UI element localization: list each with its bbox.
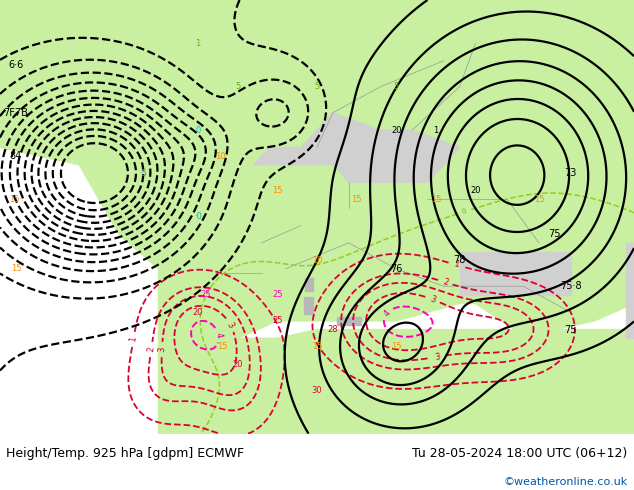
Text: 3: 3 bbox=[434, 352, 441, 362]
Text: 1: 1 bbox=[129, 336, 138, 343]
Text: 28: 28 bbox=[328, 325, 338, 334]
Text: 73: 73 bbox=[564, 169, 577, 178]
Text: 75: 75 bbox=[564, 324, 577, 335]
Text: 20: 20 bbox=[470, 186, 481, 196]
Text: 1: 1 bbox=[195, 39, 201, 48]
Text: 3: 3 bbox=[157, 346, 167, 352]
Polygon shape bbox=[166, 269, 261, 338]
Polygon shape bbox=[190, 147, 254, 217]
Text: 15: 15 bbox=[217, 343, 227, 351]
Polygon shape bbox=[304, 296, 313, 314]
Text: 75: 75 bbox=[548, 229, 561, 239]
Text: 15: 15 bbox=[430, 195, 441, 204]
Polygon shape bbox=[158, 330, 634, 434]
Polygon shape bbox=[337, 317, 361, 325]
Text: 10: 10 bbox=[312, 256, 322, 265]
Text: 15: 15 bbox=[534, 195, 544, 204]
Text: 20: 20 bbox=[233, 360, 243, 369]
Polygon shape bbox=[278, 35, 476, 165]
Text: 5: 5 bbox=[394, 82, 399, 91]
Text: 2: 2 bbox=[146, 346, 156, 353]
Text: Tu 28-05-2024 18:00 UTC (06+12): Tu 28-05-2024 18:00 UTC (06+12) bbox=[412, 447, 628, 460]
Text: 5: 5 bbox=[235, 82, 240, 91]
Text: ©weatheronline.co.uk: ©weatheronline.co.uk bbox=[503, 477, 628, 487]
Text: 78: 78 bbox=[453, 255, 466, 265]
Text: 84: 84 bbox=[10, 151, 22, 161]
Text: 20: 20 bbox=[391, 125, 401, 135]
Text: 20: 20 bbox=[193, 308, 204, 317]
Text: 2: 2 bbox=[441, 277, 449, 287]
Polygon shape bbox=[626, 243, 634, 338]
Polygon shape bbox=[460, 251, 571, 295]
Text: 3: 3 bbox=[429, 294, 437, 305]
Text: 7F7B: 7F7B bbox=[3, 108, 29, 118]
Text: 15: 15 bbox=[351, 195, 362, 204]
Text: 25: 25 bbox=[201, 291, 211, 299]
Text: 1: 1 bbox=[452, 260, 460, 270]
Text: 6·6: 6·6 bbox=[8, 60, 23, 70]
Text: 4: 4 bbox=[382, 308, 392, 318]
Text: 75·8: 75·8 bbox=[560, 281, 581, 291]
Text: 15: 15 bbox=[312, 343, 322, 351]
Text: 10·: 10· bbox=[216, 151, 228, 161]
Text: 15: 15 bbox=[272, 186, 283, 196]
Text: 30: 30 bbox=[312, 386, 322, 395]
Text: 3: 3 bbox=[225, 320, 235, 329]
Text: 1: 1 bbox=[433, 125, 439, 135]
Text: 5: 5 bbox=[314, 82, 320, 91]
Text: ·0: ·0 bbox=[194, 212, 202, 221]
Polygon shape bbox=[0, 0, 634, 338]
Text: 15: 15 bbox=[391, 343, 401, 351]
Text: 4: 4 bbox=[213, 332, 223, 339]
Polygon shape bbox=[158, 173, 190, 204]
Text: 0: 0 bbox=[462, 208, 467, 215]
Text: 25: 25 bbox=[272, 291, 283, 299]
Polygon shape bbox=[269, 35, 476, 165]
Text: 25: 25 bbox=[272, 317, 283, 325]
Text: 15·: 15· bbox=[10, 195, 22, 204]
Polygon shape bbox=[48, 78, 134, 104]
Polygon shape bbox=[333, 130, 460, 182]
Polygon shape bbox=[254, 113, 396, 165]
Text: 0: 0 bbox=[195, 125, 201, 135]
Text: 76: 76 bbox=[390, 264, 403, 274]
Text: ·5: ·5 bbox=[139, 169, 146, 178]
Text: Height/Temp. 925 hPa [gdpm] ECMWF: Height/Temp. 925 hPa [gdpm] ECMWF bbox=[6, 447, 245, 460]
Text: 15: 15 bbox=[11, 265, 21, 273]
Polygon shape bbox=[305, 277, 313, 291]
